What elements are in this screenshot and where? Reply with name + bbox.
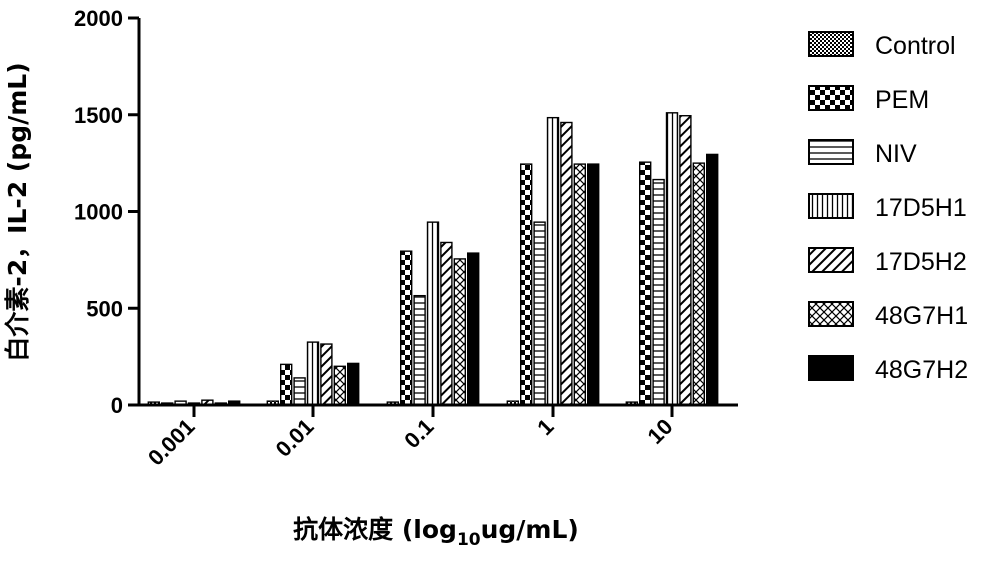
- legend-item-17d5h2: 17D5H2: [808, 247, 967, 276]
- x-axis-title-main: 抗体浓度 (log: [293, 515, 457, 544]
- bar-niv-0_01: [293, 377, 306, 406]
- bar-17d5h2-1: [560, 121, 573, 406]
- legend-label: 48G7H2: [875, 356, 968, 384]
- bar-17d5h2-0_1: [440, 241, 453, 406]
- bar-17d5h1-0_01: [306, 341, 320, 406]
- x-tick-label: 0.001: [143, 414, 200, 471]
- legend-label: 48G7H1: [875, 302, 968, 330]
- legend-swatch: [808, 355, 854, 381]
- bar-17d5h2-10: [679, 115, 692, 406]
- legend-label: Control: [875, 32, 956, 60]
- bar-48g7h2-10: [706, 153, 719, 406]
- x-axis-title-subscript: 10: [457, 530, 481, 550]
- bar-48g7h1-0_1: [453, 258, 466, 406]
- bar-niv-10: [652, 178, 665, 406]
- x-axis-title-tail: ug/mL): [481, 515, 579, 544]
- bar-pem-0_1: [400, 250, 413, 406]
- bar-48g7h1-1: [573, 163, 586, 406]
- x-tick-label: 0.1: [399, 414, 438, 453]
- bar-niv-1: [533, 221, 546, 406]
- bar-48g7h2-1: [587, 163, 600, 406]
- legend-item-48g7h2: 48G7H2: [808, 355, 968, 384]
- x-axis-title: 抗体浓度 (log10ug/mL): [293, 515, 579, 550]
- legend-item-17d5h1: 17D5H1: [808, 193, 967, 222]
- legend-label: NIV: [875, 140, 917, 168]
- legend-swatch: [808, 301, 854, 327]
- y-axis-title: 白介素-2，IL-2 (pg/mL): [3, 62, 32, 361]
- legend-swatch: [808, 193, 854, 219]
- legend-item-48g7h1: 48G7H1: [808, 301, 968, 330]
- legend-label: 17D5H1: [875, 194, 967, 222]
- legend-swatch: [808, 247, 854, 273]
- legend-item-niv: NIV: [808, 139, 917, 168]
- bar-17d5h1-0_1: [426, 221, 440, 406]
- bar-48g7h2-0_01: [347, 362, 360, 406]
- y-tick-label: 0: [111, 393, 123, 418]
- x-tick-label: 1: [532, 414, 558, 440]
- bar-48g7h1-0_01: [333, 365, 346, 406]
- bars-layer: [147, 112, 719, 406]
- bar-17d5h2-0_01: [320, 343, 333, 406]
- bar-pem-1: [520, 163, 533, 406]
- bar-niv-0_1: [413, 294, 426, 406]
- y-tick-label: 500: [86, 296, 123, 321]
- bar-48g7h2-0_1: [467, 252, 480, 406]
- legend-label: 17D5H2: [875, 248, 967, 276]
- legend-swatch: [808, 31, 854, 57]
- y-tick-label: 1500: [74, 103, 123, 128]
- legend-swatch: [808, 139, 854, 165]
- legend-item-pem: PEM: [808, 85, 929, 114]
- y-tick-label: 1000: [74, 200, 123, 225]
- bar-17d5h1-1: [546, 116, 560, 406]
- x-tick-label: 0.01: [271, 414, 319, 462]
- y-tick-label: 2000: [74, 6, 123, 31]
- x-tick-label: 10: [643, 414, 678, 449]
- bar-pem-0_01: [280, 363, 293, 406]
- legend-swatch: [808, 85, 854, 111]
- legend: Control PEM NIV 17D5H1 17D5H2 48G7H1 48G7H2: [808, 31, 968, 384]
- legend-item-control: Control: [808, 31, 956, 60]
- x-ticks: 0.001 0.01 0.1 1 10: [143, 405, 678, 470]
- bar-48g7h1-10: [692, 162, 705, 406]
- y-ticks: 0 500 1000 1500 2000: [74, 6, 139, 418]
- bar-17d5h1-10: [665, 112, 679, 406]
- bar-pem-10: [639, 161, 652, 406]
- legend-label: PEM: [875, 86, 929, 114]
